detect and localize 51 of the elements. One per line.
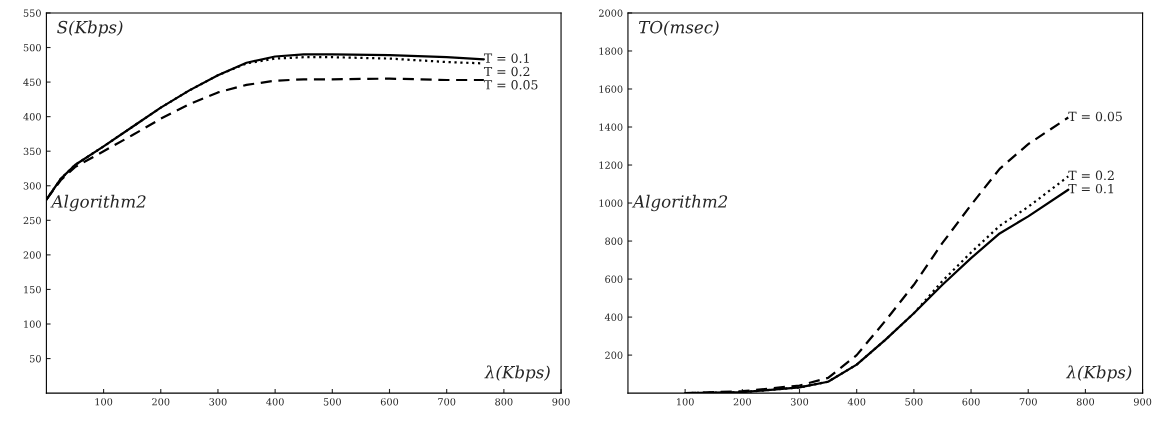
annotation: Algorithm2 — [631, 194, 728, 212]
y-tick-label: 550 — [23, 9, 41, 17]
x-axis-title: λ(Kbps) — [484, 365, 550, 382]
annotation: Algorithm2 — [50, 194, 146, 212]
y-tick-label: 400 — [604, 313, 623, 321]
x-tick-label: 300 — [209, 398, 227, 406]
series-label: T = 0.1 — [483, 53, 529, 63]
y-tick-label: 350 — [23, 147, 41, 156]
x-tick-label: 800 — [495, 398, 513, 406]
x-tick-label: 400 — [266, 398, 284, 406]
y-tick-label: 1800 — [599, 47, 623, 55]
y-tick-label: 200 — [605, 351, 623, 359]
x-tick-label: 100 — [677, 398, 694, 406]
y-tick-label: 800 — [605, 237, 623, 245]
x-tick-label: 700 — [438, 398, 456, 406]
y-axis-title: S(Kbps) — [57, 20, 123, 37]
x-tick-label: 600 — [962, 398, 980, 406]
y-tick-label: 1400 — [599, 123, 623, 131]
x-tick-label: 500 — [905, 398, 923, 406]
y-tick-label: 450 — [23, 78, 41, 86]
x-tick-label: 200 — [152, 398, 170, 406]
series-label: T = 0.05 — [483, 80, 538, 90]
y-tick-label: 250 — [23, 216, 41, 225]
x-tick-label: 600 — [380, 398, 399, 406]
y-tick-label: 600 — [605, 275, 623, 283]
y-tick-label: 400 — [23, 113, 41, 121]
y-tick-label: 200 — [23, 251, 41, 259]
y-tick-label: 300 — [23, 182, 41, 190]
x-tick-label: 700 — [1019, 398, 1037, 406]
y-tick-label: 1600 — [599, 85, 623, 93]
y-tick-label: 100 — [24, 320, 41, 328]
x-axis-title: λ(Kbps) — [1065, 365, 1132, 382]
y-tick-label: 1000 — [599, 199, 623, 207]
y-tick-label: 500 — [23, 44, 41, 52]
series-label: T = 0.2 — [483, 66, 530, 77]
x-tick-label: 900 — [552, 398, 570, 406]
y-tick-label: 2000 — [599, 9, 623, 17]
series-label: T = 0.2 — [1068, 170, 1114, 181]
x-tick-label: 900 — [1133, 398, 1152, 406]
x-tick-label: 400 — [847, 398, 866, 406]
x-tick-label: 800 — [1076, 398, 1095, 406]
x-tick-label: 300 — [790, 398, 809, 406]
series-label: T = 0.1 — [1068, 183, 1114, 194]
series-label: T = 0.05 — [1068, 111, 1122, 122]
y-tick-label: 150 — [24, 285, 41, 294]
x-tick-label: 100 — [95, 398, 113, 406]
y-axis-title: TO(msec) — [639, 20, 719, 36]
x-tick-label: 200 — [733, 398, 751, 406]
y-tick-label: 1200 — [599, 161, 623, 169]
y-tick-label: 50 — [29, 355, 41, 363]
x-tick-label: 500 — [323, 398, 341, 406]
